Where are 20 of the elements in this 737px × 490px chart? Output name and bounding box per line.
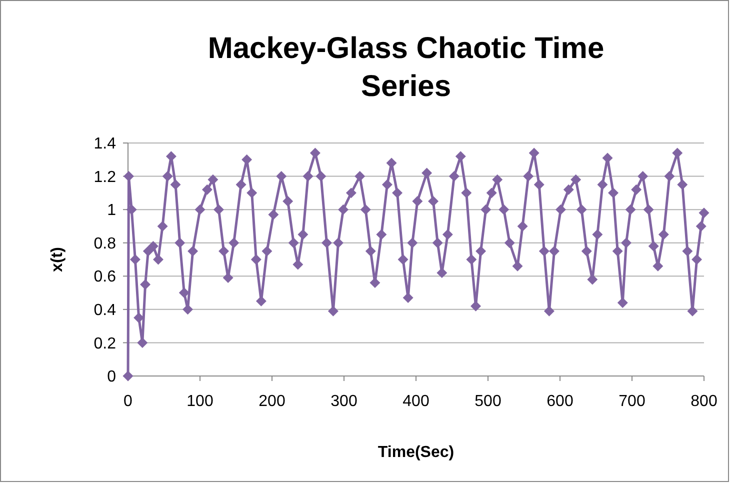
y-tick-label: 1 (107, 202, 116, 220)
x-tick-label: 100 (186, 393, 214, 410)
y-tick-label: 1.2 (94, 168, 116, 186)
y-tick-label: 0.8 (94, 235, 116, 252)
y-tick-label: 1.4 (94, 136, 116, 153)
x-tick-label: 300 (330, 393, 358, 410)
y-tick-label: 0.6 (94, 268, 116, 286)
x-tick-label: 800 (690, 393, 718, 410)
x-tick-label: 700 (618, 393, 646, 410)
x-tick-label: 600 (546, 393, 574, 410)
y-tick-label: 0.4 (94, 302, 116, 320)
x-tick-label: 500 (474, 393, 502, 410)
y-tick-label: 0 (107, 368, 116, 386)
y-axis-title: x(t) (49, 247, 66, 272)
x-tick-label: 200 (258, 393, 286, 410)
chart-title: Mackey-Glass Chaotic Time Series (208, 32, 604, 103)
x-axis-title: Time(Sec) (378, 444, 454, 461)
x-tick-label: 0 (124, 393, 133, 410)
y-tick-label: 0.2 (94, 335, 116, 352)
x-tick-label: 400 (402, 393, 430, 410)
